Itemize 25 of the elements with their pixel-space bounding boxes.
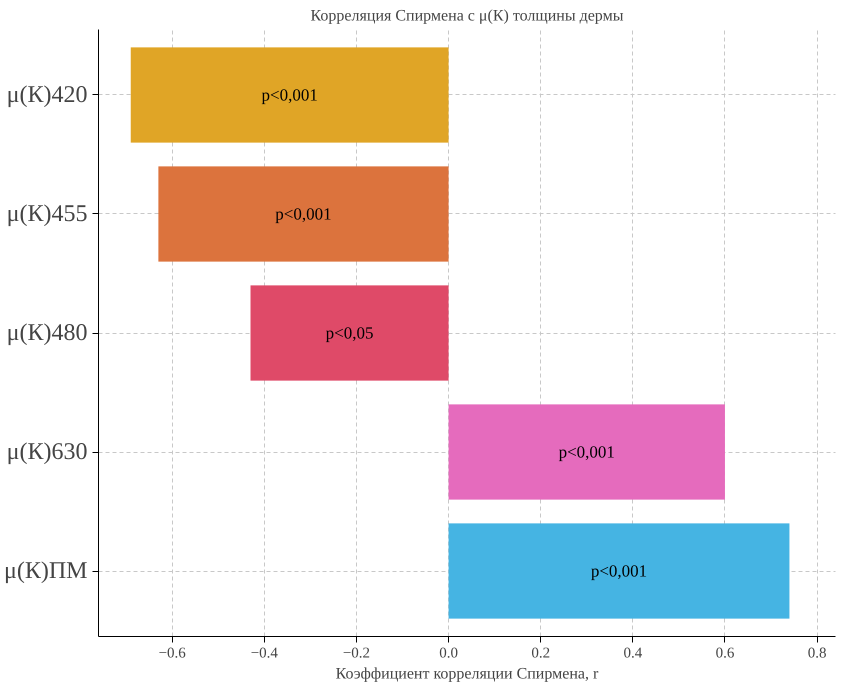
- bar: [448, 404, 725, 500]
- x-tick-label: −0.2: [342, 646, 370, 662]
- x-tick-label: −0.6: [158, 646, 186, 662]
- chart-title: Корреляция Спирмена с μ(К) толщины дермы: [310, 8, 624, 24]
- x-axis-title: Коэффициент корреляции Спирмена, r: [336, 666, 600, 682]
- x-tick-label: 0.6: [716, 646, 735, 662]
- data-label: p<0,001: [590, 562, 648, 581]
- data-label: p<0,001: [261, 85, 318, 104]
- y-tick-label: μ(К)455: [6, 200, 88, 227]
- bar: [250, 285, 449, 381]
- y-tick-label: μ(К)630: [6, 439, 88, 466]
- x-tick-label: 0.8: [808, 646, 826, 662]
- y-tick-label: μ(К)ПМ: [4, 558, 88, 584]
- data-label: p<0,001: [558, 442, 615, 462]
- x-tick-label: 0.0: [439, 646, 458, 662]
- bar: [130, 47, 449, 143]
- y-tick-label: μ(К)420: [6, 82, 88, 108]
- x-tick-label: −0.4: [250, 646, 278, 662]
- data-label: p<0,001: [275, 204, 332, 224]
- bar: [158, 166, 449, 262]
- x-tick-label: 0.2: [531, 646, 550, 662]
- y-tick-label: μ(К)480: [6, 320, 88, 346]
- x-tick-label: 0.4: [623, 646, 643, 662]
- data-label: p<0,05: [326, 324, 374, 342]
- bar: [448, 523, 790, 619]
